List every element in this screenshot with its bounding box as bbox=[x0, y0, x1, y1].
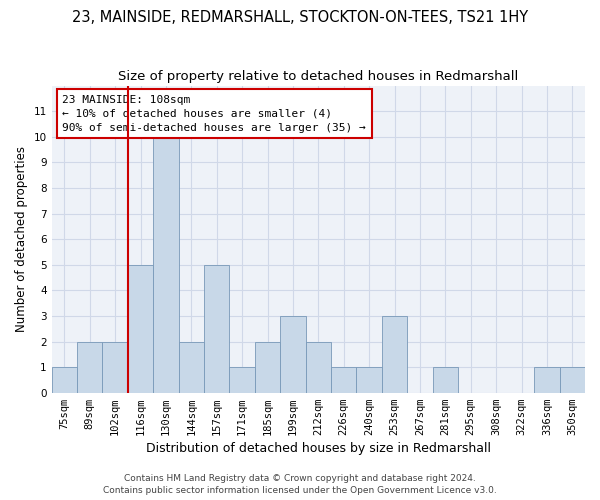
Bar bbox=[128, 264, 153, 392]
Bar bbox=[534, 367, 560, 392]
Text: 23, MAINSIDE, REDMARSHALL, STOCKTON-ON-TEES, TS21 1HY: 23, MAINSIDE, REDMARSHALL, STOCKTON-ON-T… bbox=[72, 10, 528, 25]
X-axis label: Distribution of detached houses by size in Redmarshall: Distribution of detached houses by size … bbox=[146, 442, 491, 455]
Bar bbox=[103, 342, 128, 392]
Bar bbox=[229, 367, 255, 392]
Title: Size of property relative to detached houses in Redmarshall: Size of property relative to detached ho… bbox=[118, 70, 518, 83]
Bar bbox=[305, 342, 331, 392]
Bar bbox=[77, 342, 103, 392]
Y-axis label: Number of detached properties: Number of detached properties bbox=[15, 146, 28, 332]
Bar bbox=[255, 342, 280, 392]
Bar bbox=[560, 367, 585, 392]
Bar bbox=[52, 367, 77, 392]
Bar bbox=[153, 136, 179, 392]
Bar bbox=[433, 367, 458, 392]
Text: Contains HM Land Registry data © Crown copyright and database right 2024.
Contai: Contains HM Land Registry data © Crown c… bbox=[103, 474, 497, 495]
Bar bbox=[382, 316, 407, 392]
Bar bbox=[331, 367, 356, 392]
Bar bbox=[204, 264, 229, 392]
Bar bbox=[179, 342, 204, 392]
Text: 23 MAINSIDE: 108sqm
← 10% of detached houses are smaller (4)
90% of semi-detache: 23 MAINSIDE: 108sqm ← 10% of detached ho… bbox=[62, 95, 366, 133]
Bar bbox=[356, 367, 382, 392]
Bar bbox=[280, 316, 305, 392]
